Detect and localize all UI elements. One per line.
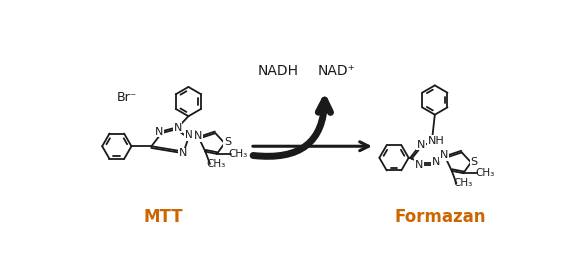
- FancyArrowPatch shape: [253, 100, 331, 156]
- Text: NAD⁺: NAD⁺: [317, 64, 355, 78]
- Text: S: S: [471, 157, 478, 167]
- Text: CH₃: CH₃: [207, 159, 226, 169]
- Text: N: N: [155, 127, 164, 137]
- Text: S: S: [224, 137, 231, 147]
- Text: N: N: [193, 131, 202, 141]
- Text: N: N: [173, 123, 182, 133]
- Text: CH₃: CH₃: [475, 168, 495, 178]
- Text: N: N: [415, 160, 423, 170]
- Text: Formazan: Formazan: [394, 208, 486, 226]
- Text: MTT: MTT: [143, 208, 183, 226]
- Text: N: N: [417, 140, 425, 150]
- Text: NH: NH: [428, 136, 445, 146]
- Text: N: N: [432, 157, 440, 167]
- Text: N⁺: N⁺: [185, 130, 198, 140]
- Text: CH₃: CH₃: [453, 178, 472, 188]
- Text: CH₃: CH₃: [229, 149, 248, 159]
- Text: N: N: [179, 148, 187, 158]
- Text: N: N: [440, 150, 449, 161]
- Text: NADH: NADH: [258, 64, 299, 78]
- Text: Br⁻: Br⁻: [117, 91, 137, 104]
